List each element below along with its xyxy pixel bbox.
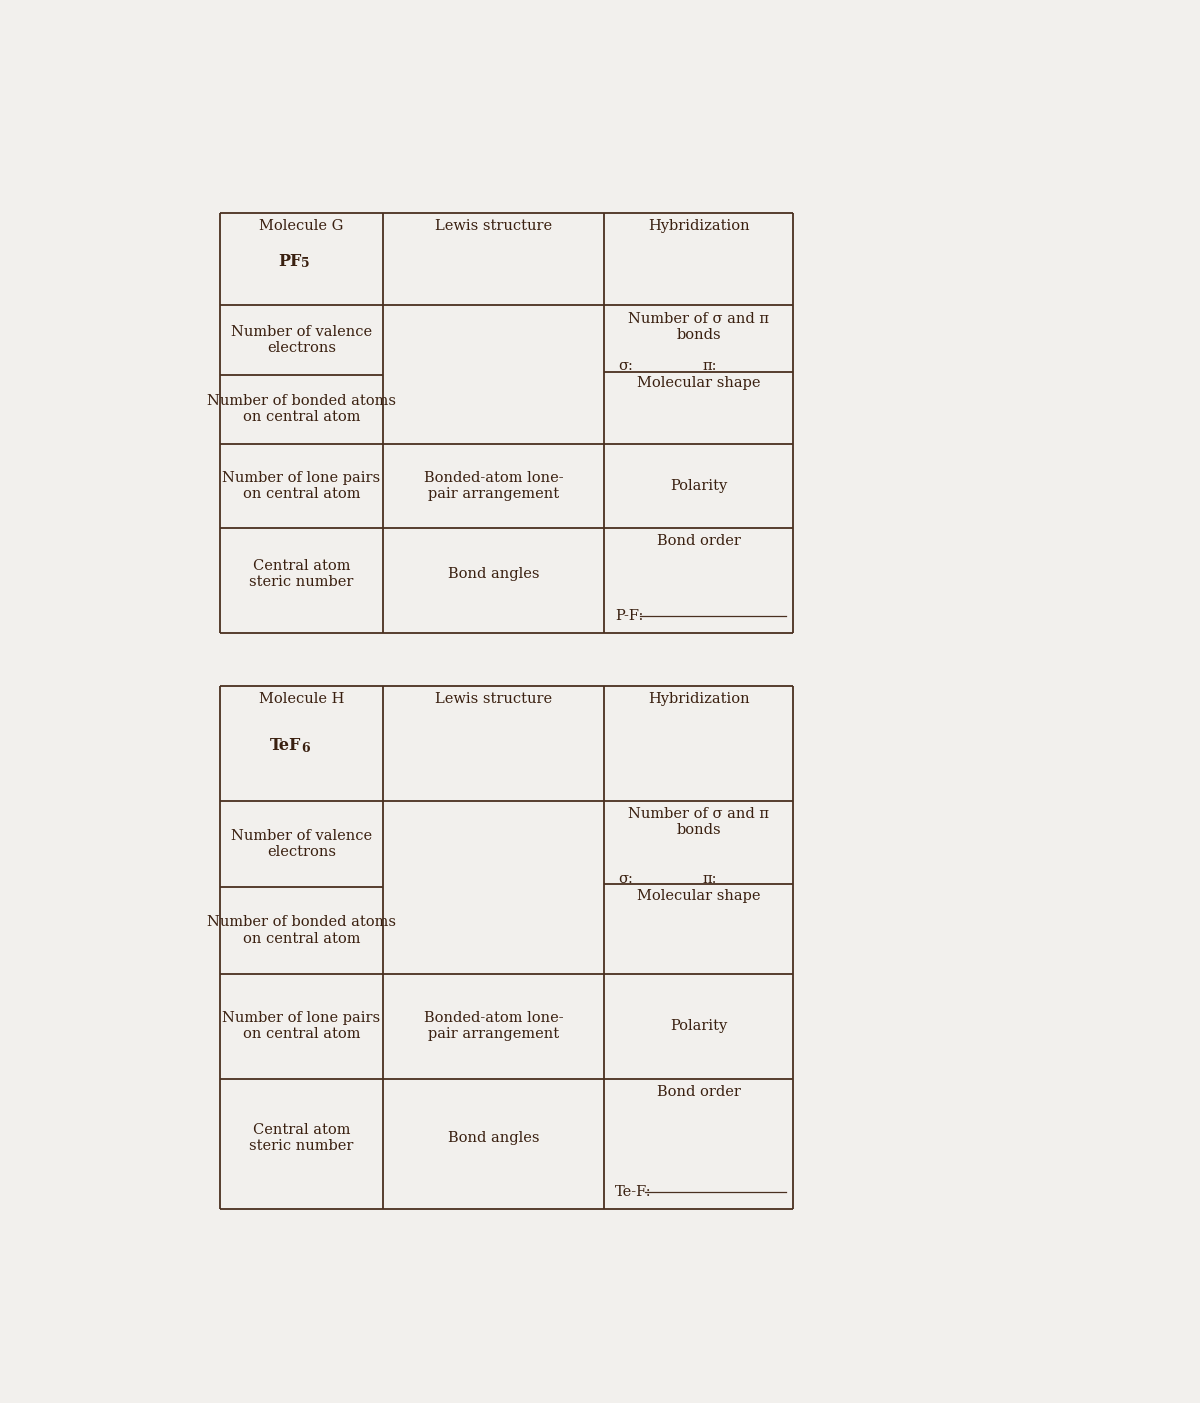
Text: σ:: σ: <box>618 359 632 373</box>
Text: Number of bonded atoms
on central atom: Number of bonded atoms on central atom <box>206 916 396 946</box>
Text: Te-F:: Te-F: <box>614 1186 652 1200</box>
Text: TeF: TeF <box>270 737 301 755</box>
Text: Lewis structure: Lewis structure <box>436 219 552 233</box>
Text: Bond order: Bond order <box>656 535 740 549</box>
Text: Molecular shape: Molecular shape <box>637 376 761 390</box>
Text: Number of valence
electrons: Number of valence electrons <box>230 325 372 355</box>
Text: Central atom
steric number: Central atom steric number <box>250 1122 354 1153</box>
Text: Number of σ and π
bonds: Number of σ and π bonds <box>628 311 769 342</box>
Text: Number of lone pairs
on central atom: Number of lone pairs on central atom <box>222 470 380 501</box>
Text: Molecular shape: Molecular shape <box>637 890 761 904</box>
Text: P-F:: P-F: <box>614 609 643 623</box>
Text: Molecule H: Molecule H <box>259 692 344 706</box>
Text: π:: π: <box>702 359 716 373</box>
Text: 5: 5 <box>301 257 310 271</box>
Text: Central atom
steric number: Central atom steric number <box>250 558 354 589</box>
Text: PF: PF <box>278 253 301 269</box>
Text: Lewis structure: Lewis structure <box>436 692 552 706</box>
Text: Number of bonded atoms
on central atom: Number of bonded atoms on central atom <box>206 394 396 424</box>
Text: Polarity: Polarity <box>670 1019 727 1033</box>
Text: Bonded-atom lone-
pair arrangement: Bonded-atom lone- pair arrangement <box>424 470 564 501</box>
Text: 6: 6 <box>301 742 310 755</box>
Text: Bond angles: Bond angles <box>448 567 539 581</box>
Text: Bonded-atom lone-
pair arrangement: Bonded-atom lone- pair arrangement <box>424 1012 564 1041</box>
Text: Bond order: Bond order <box>656 1085 740 1099</box>
Text: Polarity: Polarity <box>670 478 727 492</box>
Text: Hybridization: Hybridization <box>648 692 750 706</box>
Text: π:: π: <box>702 871 716 885</box>
Text: Molecule G: Molecule G <box>259 219 343 233</box>
Text: σ:: σ: <box>618 871 632 885</box>
Text: Number of lone pairs
on central atom: Number of lone pairs on central atom <box>222 1012 380 1041</box>
Text: Number of valence
electrons: Number of valence electrons <box>230 829 372 859</box>
Text: Number of σ and π
bonds: Number of σ and π bonds <box>628 807 769 838</box>
Text: Hybridization: Hybridization <box>648 219 750 233</box>
Text: Bond angles: Bond angles <box>448 1131 539 1145</box>
